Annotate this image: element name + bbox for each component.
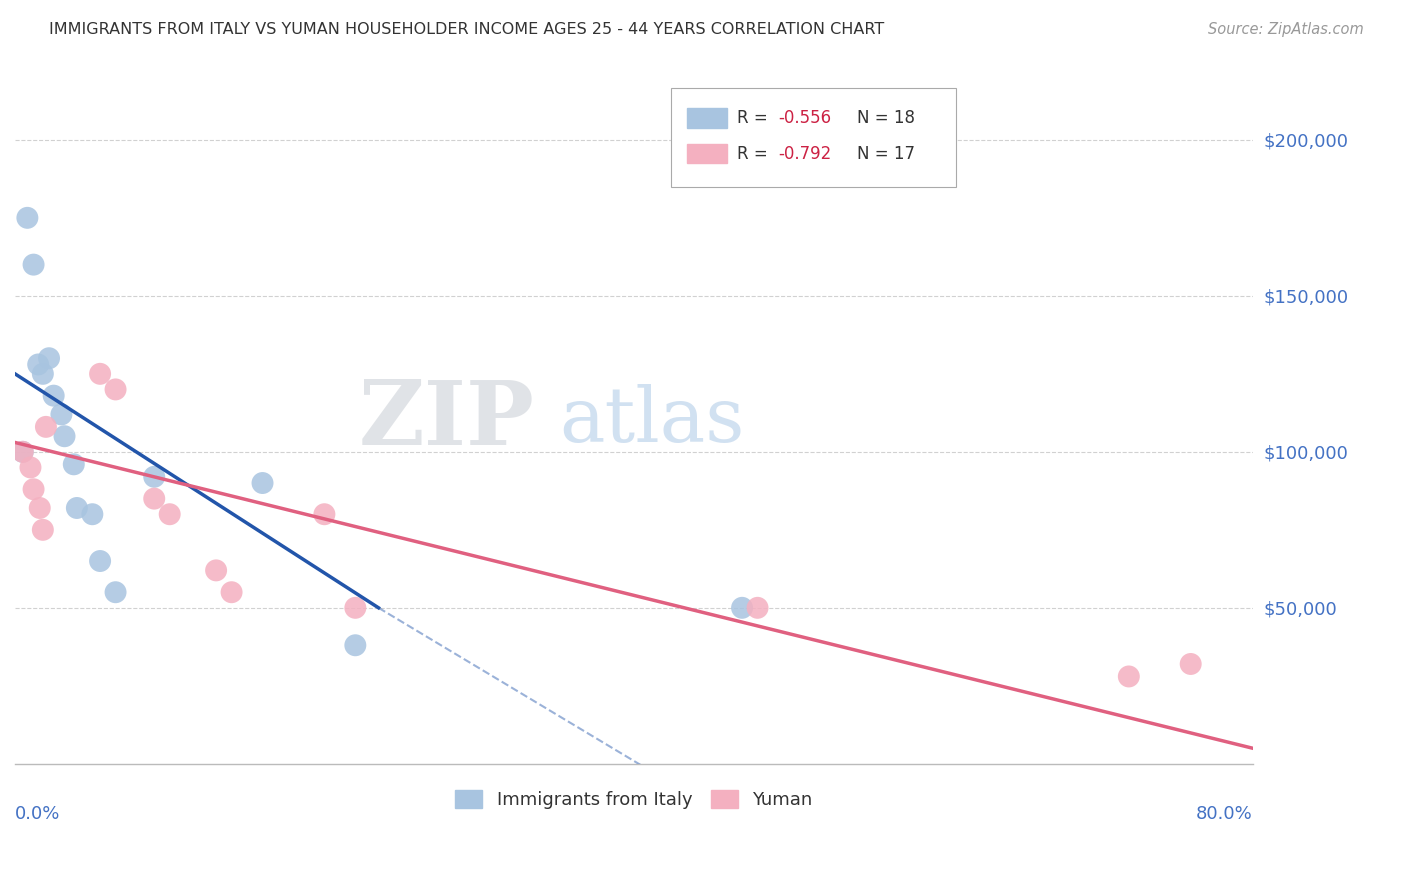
Text: 80.0%: 80.0% — [1197, 805, 1253, 823]
Point — [221, 585, 243, 599]
Text: N = 18: N = 18 — [856, 109, 914, 127]
Text: ZIP: ZIP — [359, 377, 534, 464]
Point — [314, 507, 336, 521]
Point — [89, 367, 111, 381]
Point — [344, 600, 367, 615]
Text: atlas: atlas — [560, 384, 745, 458]
Text: -0.792: -0.792 — [779, 145, 832, 162]
FancyBboxPatch shape — [688, 108, 727, 128]
Point — [205, 563, 228, 577]
Text: IMMIGRANTS FROM ITALY VS YUMAN HOUSEHOLDER INCOME AGES 25 - 44 YEARS CORRELATION: IMMIGRANTS FROM ITALY VS YUMAN HOUSEHOLD… — [49, 22, 884, 37]
Point — [104, 383, 127, 397]
Point — [143, 470, 166, 484]
Point — [42, 389, 65, 403]
FancyBboxPatch shape — [688, 144, 727, 163]
Point — [143, 491, 166, 506]
Point — [1118, 669, 1140, 683]
FancyBboxPatch shape — [671, 87, 956, 187]
Point — [22, 258, 45, 272]
Point — [20, 460, 42, 475]
Point — [1180, 657, 1202, 671]
Point — [15, 211, 38, 225]
Point — [22, 483, 45, 497]
Text: R =: R = — [737, 145, 772, 162]
Point — [82, 507, 104, 521]
Text: 0.0%: 0.0% — [15, 805, 60, 823]
Point — [35, 420, 58, 434]
Point — [62, 458, 84, 472]
Point — [31, 523, 53, 537]
Point — [731, 600, 754, 615]
Legend: Immigrants from Italy, Yuman: Immigrants from Italy, Yuman — [449, 783, 820, 816]
Point — [104, 585, 127, 599]
Point — [38, 351, 60, 366]
Text: N = 17: N = 17 — [856, 145, 914, 162]
Point — [344, 638, 367, 652]
Point — [11, 445, 34, 459]
Point — [27, 358, 49, 372]
Point — [53, 429, 76, 443]
Text: Source: ZipAtlas.com: Source: ZipAtlas.com — [1208, 22, 1364, 37]
Point — [159, 507, 181, 521]
Point — [89, 554, 111, 568]
Point — [51, 408, 73, 422]
Point — [252, 476, 274, 491]
Point — [31, 367, 53, 381]
Point — [66, 500, 89, 515]
Point — [11, 445, 34, 459]
Point — [747, 600, 769, 615]
Text: -0.556: -0.556 — [779, 109, 832, 127]
Text: R =: R = — [737, 109, 772, 127]
Point — [28, 500, 51, 515]
